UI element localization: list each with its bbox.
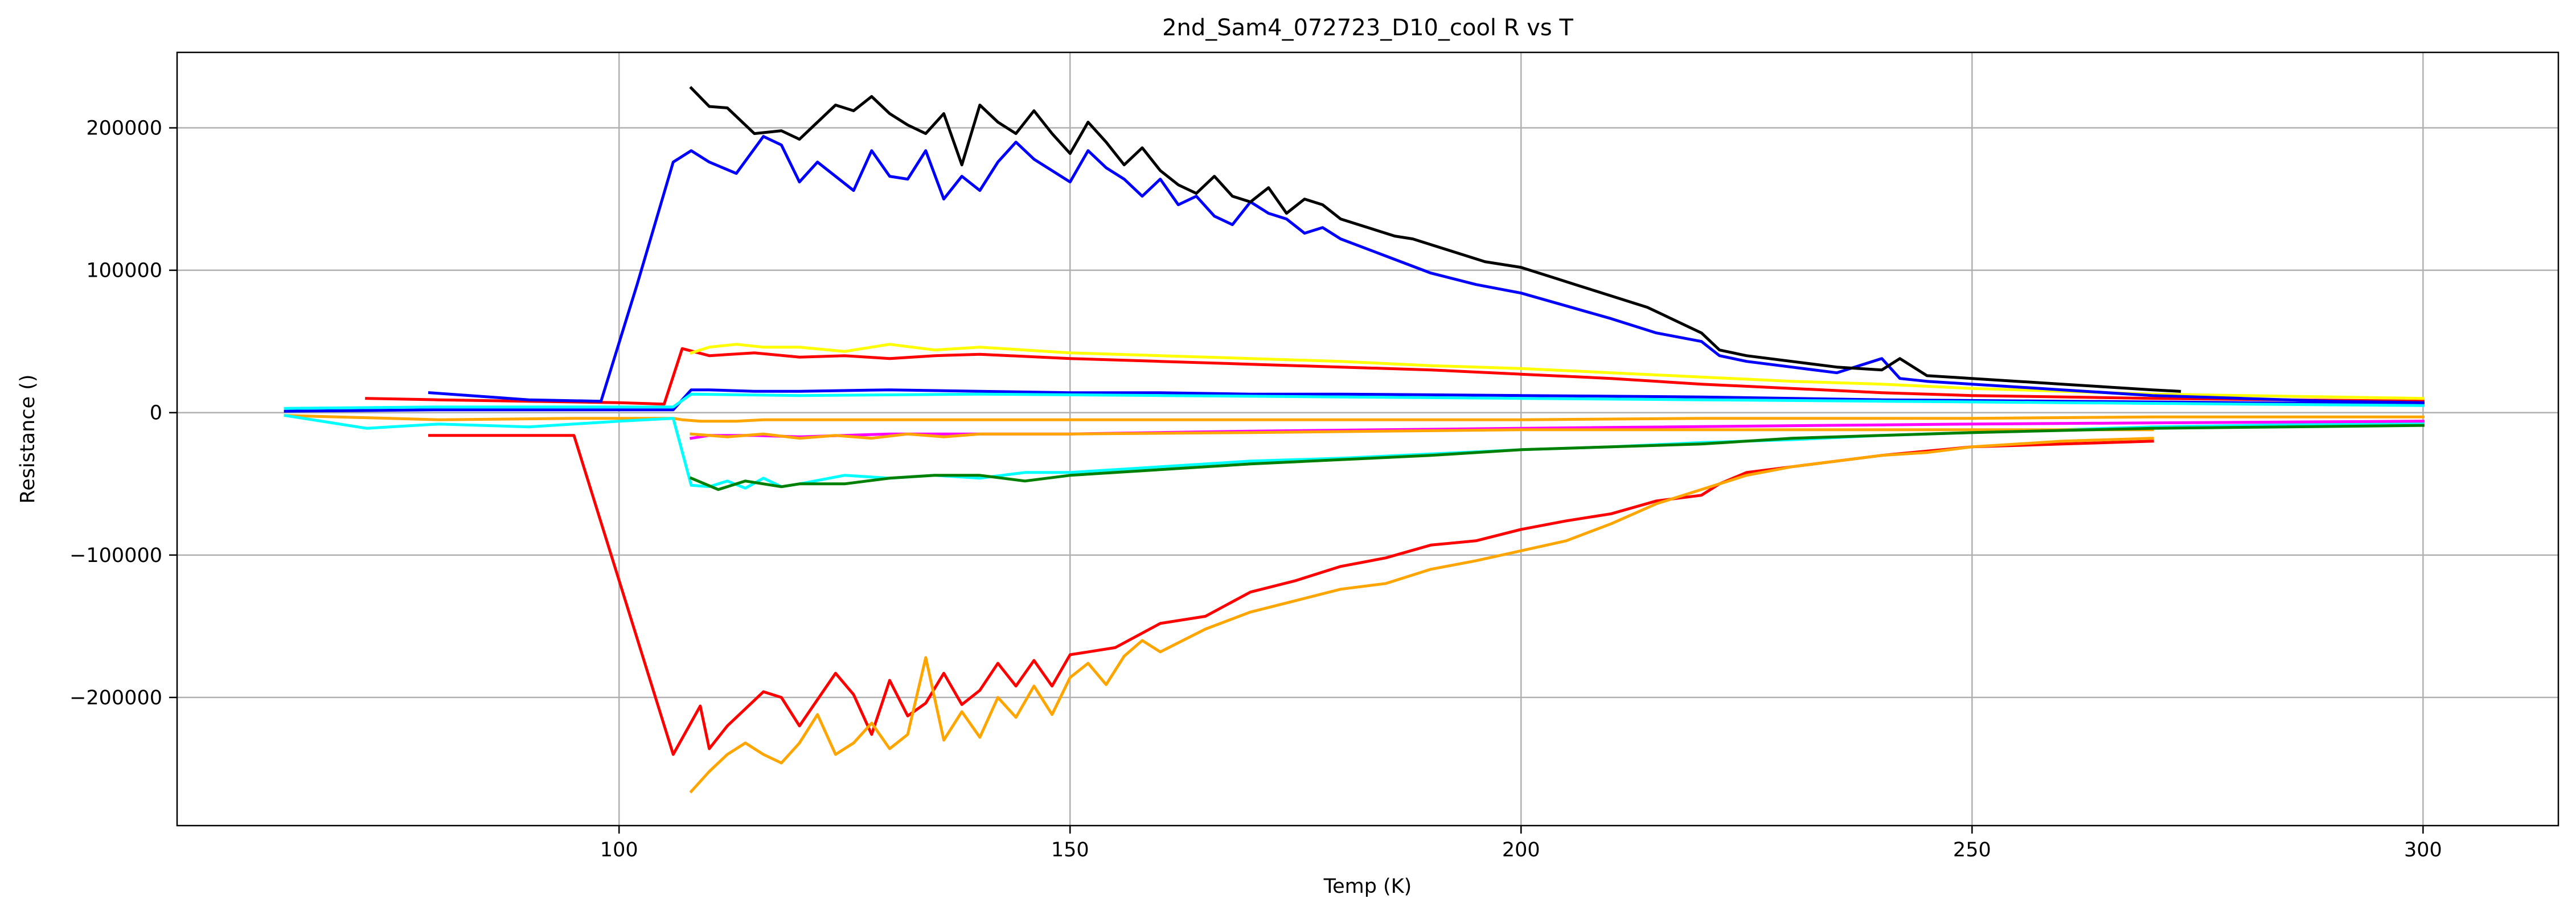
series-line-6 [690,428,2154,440]
y-tick-label: 100000 [86,260,162,282]
series-line-9 [689,343,2425,400]
series-line-12 [428,135,2425,404]
x-axis-label: Temp (K) [1323,875,1412,898]
series-line-8 [365,347,2425,406]
x-tick-label: 250 [1953,839,1991,861]
series-line-3 [428,434,2154,756]
y-axis-label: Resistance () [17,374,39,503]
axis-ticks: 100 150 200 250 300 −200000 −100000 0 100000 2000… [69,117,2442,861]
x-tick-label: 300 [2404,839,2442,861]
series-line-1 [284,414,2425,423]
x-tick-label: 100 [600,839,638,861]
chart-title: 2nd_Sam4_072723_D10_cool R vs T [1162,15,1573,41]
grid [177,52,2558,826]
series-line-4 [689,437,2154,794]
y-tick-label: −100000 [69,544,162,567]
series-line-7 [689,424,2425,491]
plot-series [284,85,2425,794]
y-tick-label: 200000 [86,117,162,140]
y-tick-label: −200000 [69,687,162,709]
plot-frame [176,51,2559,827]
series-line-13 [689,85,2181,393]
x-tick-label: 200 [1502,839,1540,861]
x-tick-label: 150 [1051,839,1089,861]
y-tick-label: 0 [150,402,162,425]
series-line-11 [284,392,2425,410]
